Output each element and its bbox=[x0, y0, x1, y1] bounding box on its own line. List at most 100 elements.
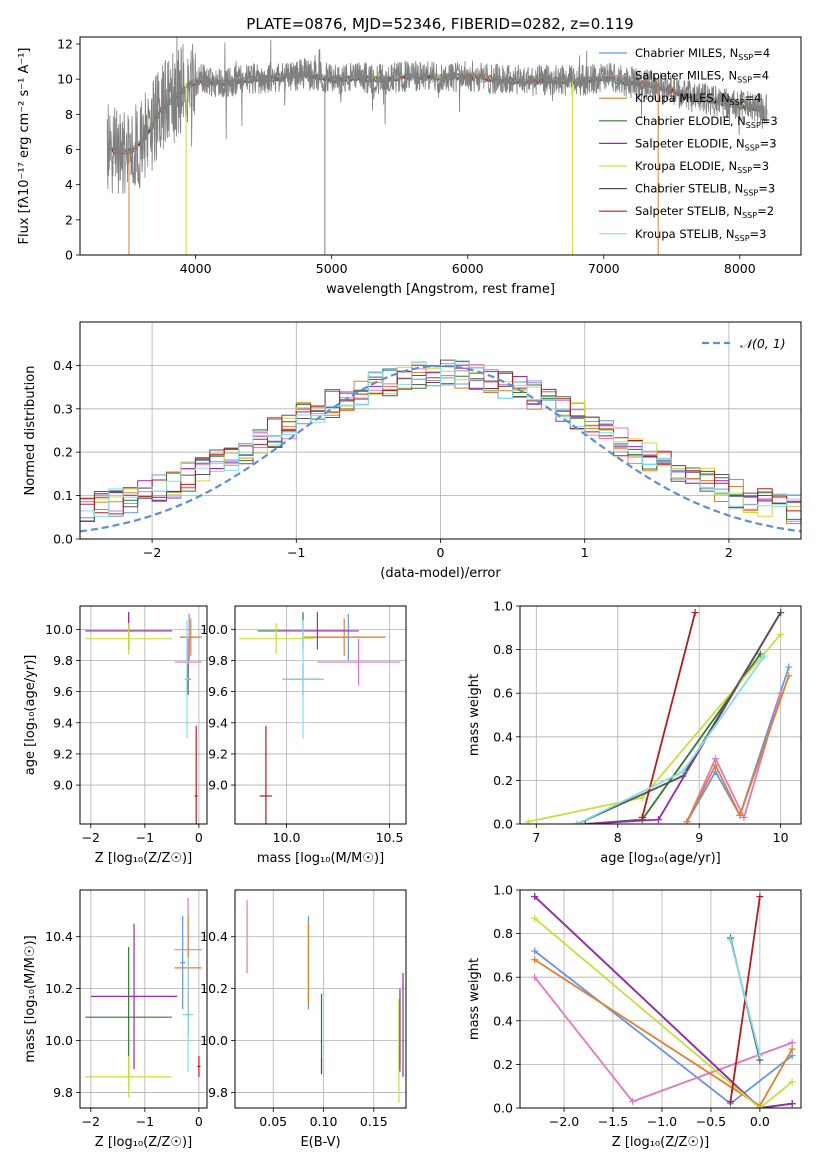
legend-label: Salpeter MILES, NSSP=4 bbox=[635, 69, 769, 85]
series-marker-kroupa_stelib bbox=[679, 768, 687, 776]
x-tick-label: 0.15 bbox=[360, 1114, 388, 1129]
axes-frame bbox=[519, 889, 802, 1109]
y-tick-label: 9.4 bbox=[53, 715, 73, 730]
series-marker-salpeter_miles bbox=[788, 1039, 796, 1047]
series-marker-kroupa_elodie bbox=[756, 1104, 764, 1108]
axes-frame bbox=[234, 889, 407, 1109]
series-marker-salpeter_miles bbox=[711, 755, 719, 763]
errorbar-plot bbox=[246, 900, 404, 1103]
y-tick-label: 10.0 bbox=[200, 622, 228, 637]
y-tick-label: 6 bbox=[65, 142, 73, 157]
x-tick-label: 0.0 bbox=[750, 1114, 770, 1129]
errorbar-plot bbox=[239, 612, 400, 824]
x-tick-label: 1 bbox=[581, 545, 589, 560]
y-tick-label: 2 bbox=[65, 212, 73, 227]
y-tick-label: 0.4 bbox=[493, 729, 513, 744]
legend-label: Chabrier MILES, NSSP=4 bbox=[635, 46, 770, 62]
x-tick-label: 10.5 bbox=[376, 830, 404, 845]
x-tick-label: 6000 bbox=[452, 261, 484, 276]
errorbar-plot bbox=[85, 612, 202, 824]
legend-label: Chabrier STELIB, NSSP=3 bbox=[635, 182, 775, 198]
series-marker-salpeter_miles bbox=[740, 813, 748, 821]
y-tick-label: 10.4 bbox=[200, 929, 228, 944]
x-tick-label: −0.5 bbox=[696, 1114, 726, 1129]
series-marker-kroupa_miles bbox=[785, 672, 793, 680]
x-tick-label: 0 bbox=[195, 830, 203, 845]
x-tick-label: −2 bbox=[82, 1114, 100, 1129]
x-tick-label: 0 bbox=[195, 1114, 203, 1129]
y-tick-label: 10.0 bbox=[45, 622, 73, 637]
legend-label: Chabrier ELODIE, NSSP=3 bbox=[635, 114, 778, 130]
y-tick-label: 10.4 bbox=[45, 929, 73, 944]
y-tick-label: 9.2 bbox=[208, 746, 228, 761]
y-tick-label: 9.2 bbox=[53, 746, 73, 761]
x-axis-label: wavelength [Angstrom, rest frame] bbox=[326, 282, 555, 297]
y-tick-label: 0.8 bbox=[493, 926, 513, 941]
axes-frame bbox=[79, 321, 802, 540]
series-marker-chabrier_miles bbox=[531, 947, 539, 955]
y-tick-label: 0.3 bbox=[53, 401, 73, 416]
y-tick-label: 9.8 bbox=[208, 1085, 228, 1100]
legend-label: Kroupa STELIB, NSSP=3 bbox=[635, 227, 766, 243]
x-tick-label: −1 bbox=[136, 830, 154, 845]
x-tick-label: 7000 bbox=[588, 261, 620, 276]
observed-spectrum bbox=[106, 37, 768, 194]
y-tick-label: 0.8 bbox=[493, 642, 513, 657]
y-tick-label: 9.8 bbox=[208, 653, 228, 668]
series-marker-salpeter_miles bbox=[629, 1097, 637, 1105]
x-tick-label: 10 bbox=[773, 830, 789, 845]
x-tick-label: −2.0 bbox=[549, 1114, 579, 1129]
axes-frame bbox=[79, 36, 802, 256]
chart-massweight_vs_Z: −2.0 −1.5 −1.0 −0.5 0.0 0.0 0.2 0.4 0.6 0.8 1.0 Z [… bbox=[467, 883, 802, 1150]
y-tick-label: 0.2 bbox=[493, 1057, 513, 1072]
chart-residuals: −2 −1 0 1 2 0.0 0.1 0.2 0.3 0.4 (data-model)/error… bbox=[23, 321, 802, 581]
x-tick-label: −1 bbox=[287, 545, 305, 560]
y-tick-label: 9.4 bbox=[208, 715, 228, 730]
series-marker-chabrier_elodie bbox=[756, 650, 764, 658]
series-marker-chabrier_stelib bbox=[777, 609, 785, 617]
histogram-kroupa_stelib bbox=[80, 360, 801, 517]
y-tick-label: 12 bbox=[57, 37, 73, 52]
axes-frame bbox=[79, 889, 208, 1109]
series-marker-kroupa_elodie bbox=[777, 630, 785, 638]
residual-plot bbox=[80, 359, 801, 533]
legend-label: Salpeter ELODIE, NSSP=3 bbox=[635, 136, 777, 152]
y-tick-label: 0.4 bbox=[53, 358, 73, 373]
line-plot bbox=[531, 893, 796, 1108]
series-marker-kroupa_miles bbox=[736, 811, 744, 819]
line-plot bbox=[524, 609, 793, 824]
y-tick-label: 0.2 bbox=[493, 773, 513, 788]
y-tick-label: 0.1 bbox=[53, 488, 73, 503]
y-axis-label: Normed distribution bbox=[23, 366, 38, 496]
axes-frame bbox=[519, 605, 802, 825]
series-line-kroupa_elodie bbox=[534, 917, 793, 1108]
series-marker-kroupa_miles bbox=[683, 818, 691, 824]
x-axis-label: E(B-V) bbox=[300, 1135, 340, 1150]
series-marker-kroupa_elodie bbox=[524, 818, 532, 824]
series-marker-salpeter_elodie bbox=[531, 893, 539, 901]
x-tick-label: 2 bbox=[725, 545, 733, 560]
y-tick-label: 0.2 bbox=[53, 445, 73, 460]
legend-label: Kroupa MILES, NSSP=4 bbox=[635, 91, 761, 107]
y-tick-label: 9.8 bbox=[53, 1085, 73, 1100]
series-marker-salpeter_elodie bbox=[788, 1100, 796, 1108]
x-tick-label: −1.0 bbox=[647, 1114, 677, 1129]
y-tick-label: 0.6 bbox=[493, 970, 513, 985]
series-marker-chabrier_miles bbox=[788, 1052, 796, 1060]
series-line-kroupa_stelib bbox=[729, 939, 761, 1056]
x-axis-label: Z [log₁₀(Z/Z☉)] bbox=[95, 1135, 192, 1150]
y-tick-label: 9.0 bbox=[208, 778, 228, 793]
series-line-salpeter_elodie bbox=[534, 895, 793, 1108]
x-tick-label: 0.10 bbox=[310, 1114, 338, 1129]
y-tick-label: 10.2 bbox=[200, 981, 228, 996]
series-marker-kroupa_stelib bbox=[756, 1052, 764, 1060]
y-tick-label: 0.4 bbox=[493, 1013, 513, 1028]
x-tick-label: 8000 bbox=[724, 261, 756, 276]
y-tick-label: 10 bbox=[57, 72, 73, 87]
y-tick-label: 9.0 bbox=[53, 778, 73, 793]
series-marker-kroupa_miles bbox=[711, 761, 719, 769]
axes-frame bbox=[79, 605, 208, 825]
series-marker-kroupa_miles bbox=[531, 956, 539, 964]
y-tick-label: 8 bbox=[65, 107, 73, 122]
x-tick-label: 0 bbox=[437, 545, 445, 560]
